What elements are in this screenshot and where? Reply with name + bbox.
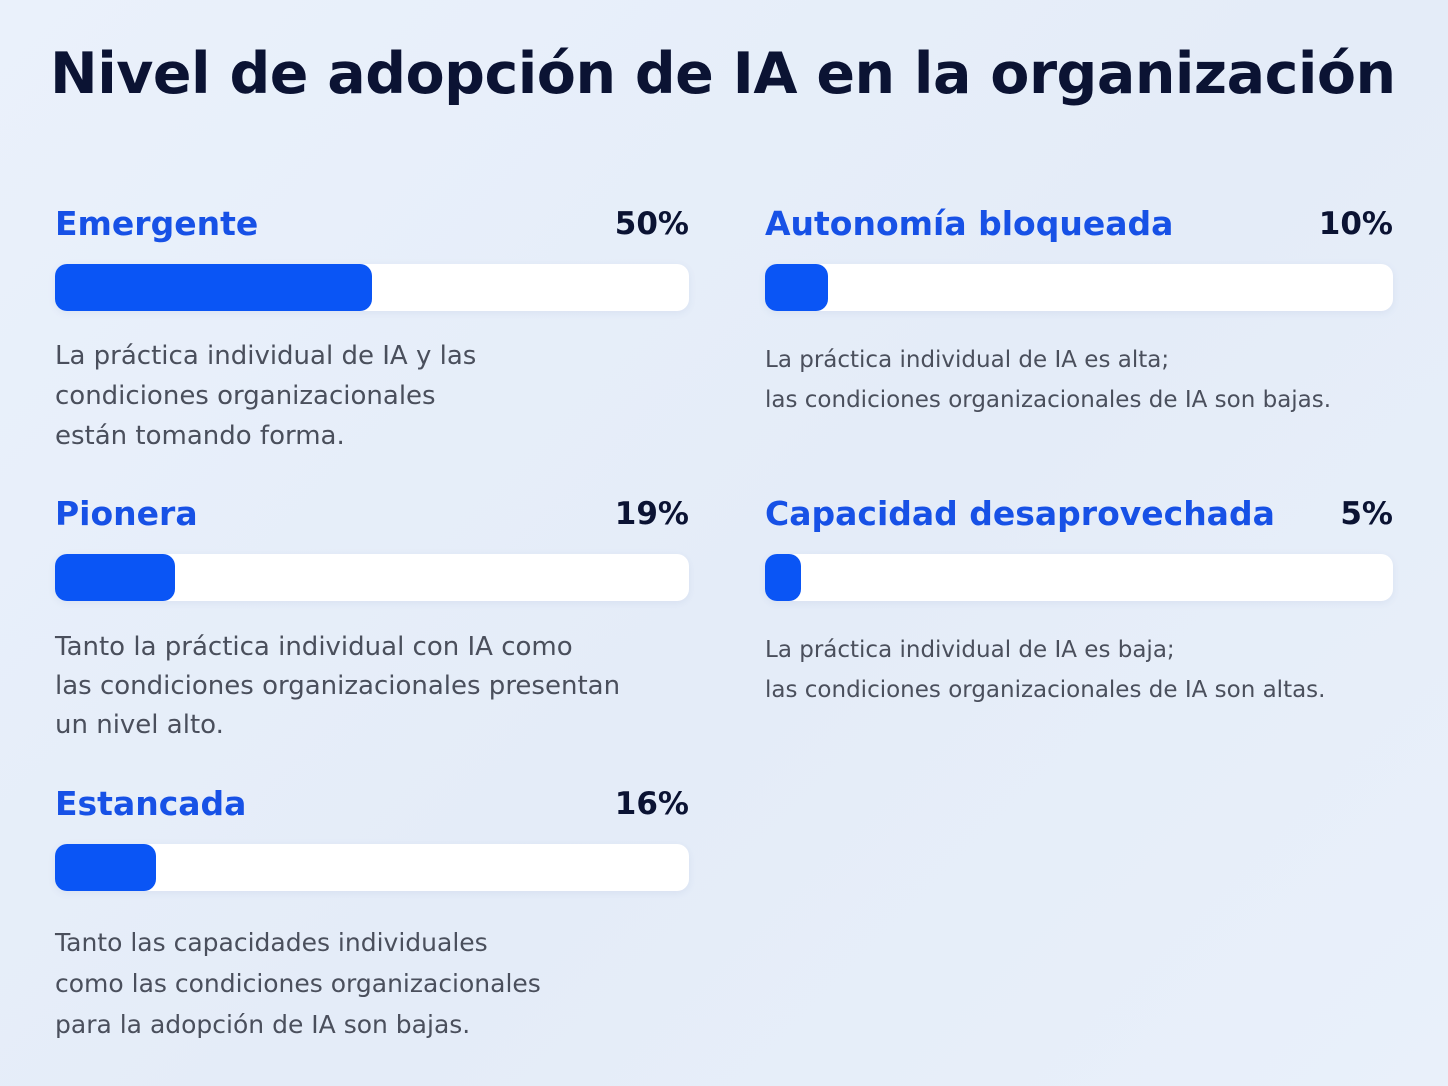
category-pionera: Pionera 19% Tanto la práctica individual… (55, 492, 689, 740)
category-header: Capacidad desaprovechada 5% (765, 492, 1393, 536)
category-description: La práctica individual de IA es baja; la… (765, 637, 1326, 703)
progress-bar-fill (55, 844, 157, 891)
progress-bar-track (765, 554, 1393, 601)
percentage-label: 50% (614, 206, 689, 242)
category-label: Estancada (55, 784, 247, 823)
category-capacidad-desaprovechada: Capacidad desaprovechada 5% La práctica … (765, 492, 1393, 703)
progress-bar-fill (765, 554, 801, 601)
category-header: Autonomía bloqueada 10% (765, 202, 1393, 246)
category-estancada: Estancada 16% Tanto las capacidades indi… (55, 782, 689, 1039)
percentage-label: 19% (614, 496, 689, 532)
category-header: Estancada 16% (55, 782, 689, 826)
category-autonomia-bloqueada: Autonomía bloqueada 10% La práctica indi… (765, 202, 1393, 413)
progress-bar-fill (55, 554, 176, 601)
category-description: La práctica individual de IA es alta; la… (765, 347, 1332, 413)
category-label: Capacidad desaprovechada (765, 494, 1275, 533)
percentage-label: 5% (1340, 496, 1393, 532)
category-label: Autonomía bloqueada (765, 204, 1174, 243)
category-header: Emergente 50% (55, 202, 689, 246)
progress-bar-track (55, 844, 689, 891)
progress-bar-track (55, 264, 689, 311)
category-description: La práctica individual de IA y las condi… (55, 341, 477, 451)
chart-title: Nivel de adopción de IA en la organizaci… (50, 41, 1396, 107)
progress-bar-fill (765, 264, 828, 311)
category-label: Emergente (55, 204, 259, 243)
category-description: Tanto las capacidades individuales como … (55, 928, 541, 1039)
category-label: Pionera (55, 494, 198, 533)
category-description: Tanto la práctica individual con IA como… (55, 632, 621, 740)
category-header: Pionera 19% (55, 492, 689, 536)
progress-bar-track (765, 264, 1393, 311)
percentage-label: 10% (1318, 206, 1393, 242)
progress-bar-fill (55, 264, 372, 311)
progress-bar-track (55, 554, 689, 601)
percentage-label: 16% (614, 786, 689, 822)
category-emergente: Emergente 50% La práctica individual de … (55, 202, 689, 451)
